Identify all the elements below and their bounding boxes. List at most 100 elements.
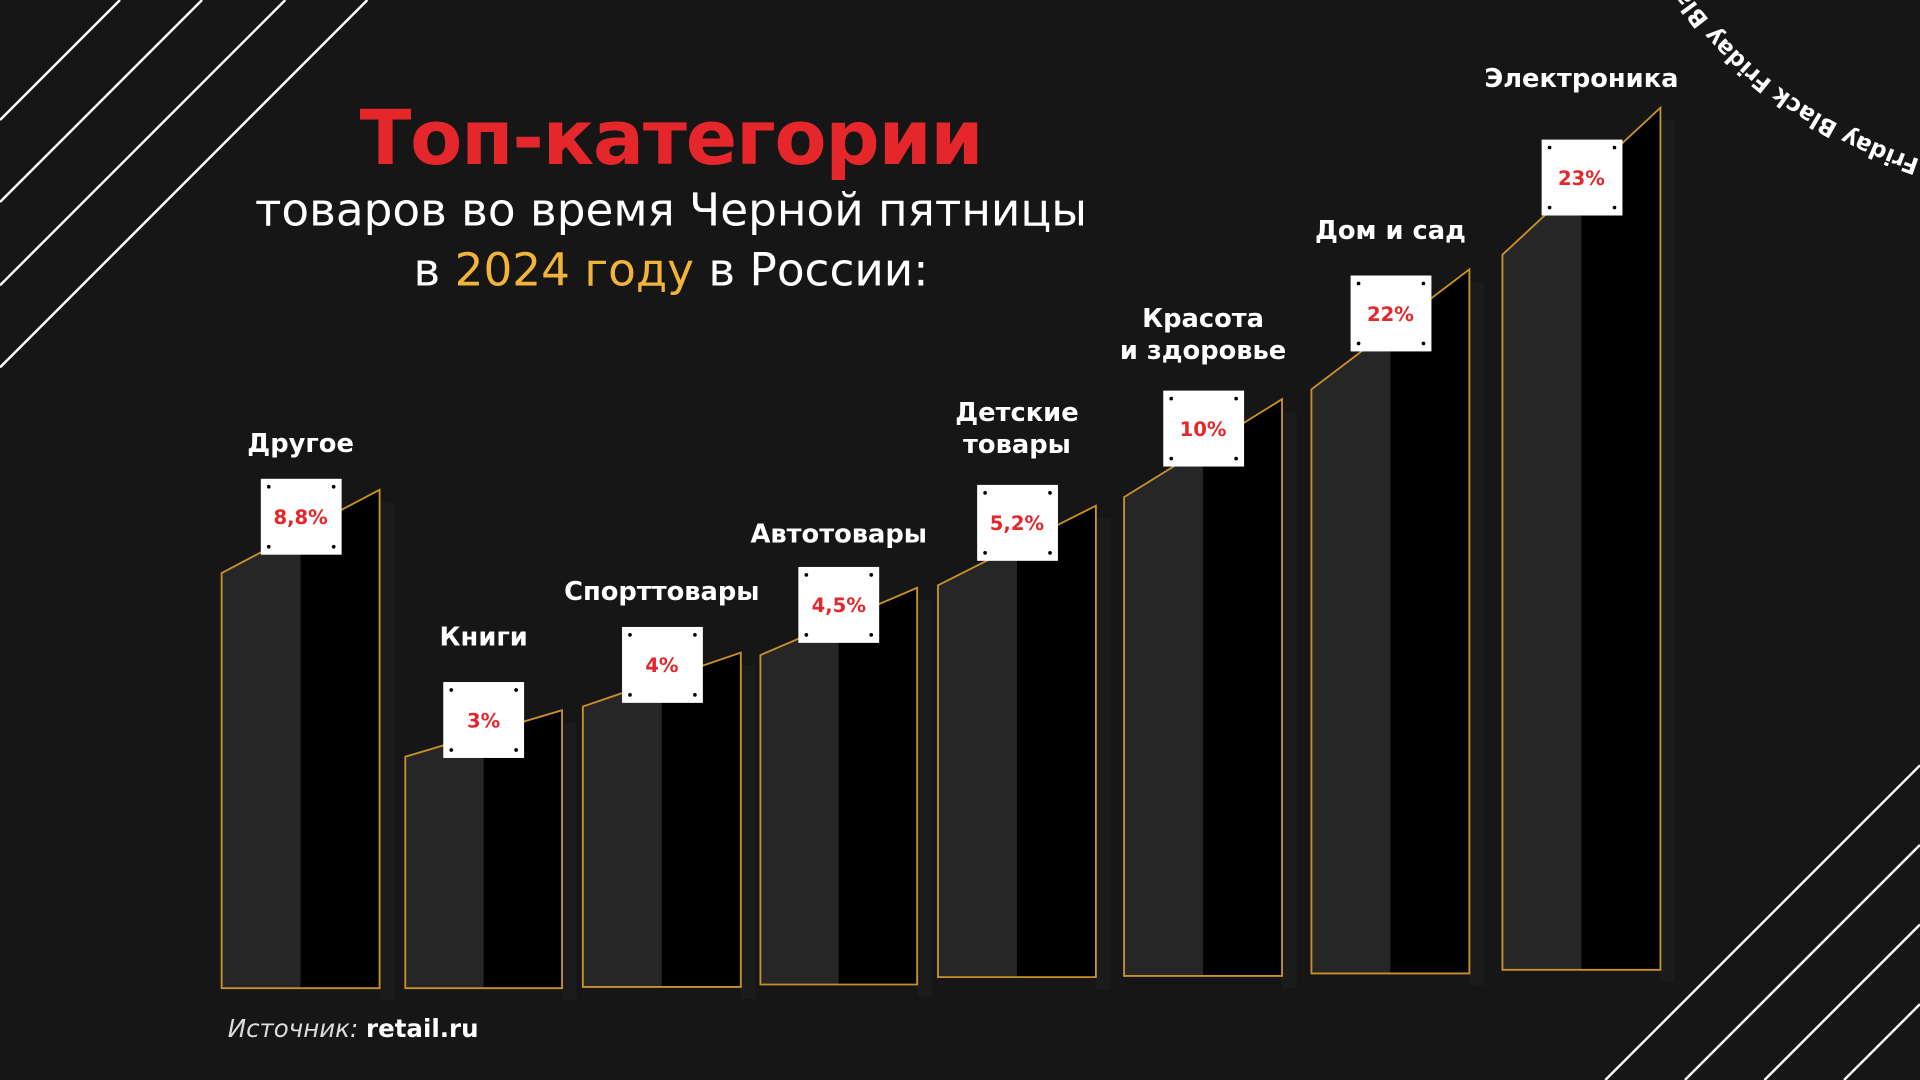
bar-outline xyxy=(220,488,381,990)
value-label-box: 8,8% xyxy=(260,478,342,555)
pin-dot xyxy=(1421,281,1425,286)
category-label: Дом и сад xyxy=(1256,214,1525,246)
category-label: Электроника xyxy=(1447,62,1716,94)
category-label-line: Спорттовары xyxy=(564,576,760,607)
bar-3 xyxy=(581,651,756,1000)
pin-dot xyxy=(1547,145,1551,150)
value-label: 5,2% xyxy=(989,511,1045,535)
pin-dot xyxy=(692,693,697,697)
value-label: 22% xyxy=(1366,301,1414,326)
value-label-box: 5,2% xyxy=(976,484,1058,561)
pin-dot xyxy=(982,491,987,495)
pin-dot xyxy=(514,748,518,752)
pin-dot xyxy=(331,544,335,549)
decor-line xyxy=(0,0,287,287)
bar-right-face xyxy=(300,489,380,989)
pin-dot xyxy=(1047,491,1052,495)
value-label-box: 4,5% xyxy=(798,566,880,643)
category-label: Красота и здоровье xyxy=(1068,302,1337,366)
decor-line xyxy=(1684,844,1920,1080)
category-label-line: товары xyxy=(963,429,1071,460)
value-label-box: 3% xyxy=(443,682,525,758)
pin-dot xyxy=(1356,341,1360,346)
value-label: 8,8% xyxy=(273,505,328,529)
bar-right-face xyxy=(1016,505,1096,978)
title-main: Топ-категории xyxy=(359,93,984,183)
pin-dot xyxy=(804,573,809,577)
value-label: 3% xyxy=(467,708,501,732)
bar-shadow xyxy=(1660,120,1676,983)
bar-right-face xyxy=(838,587,918,985)
bar-shadow xyxy=(740,664,756,1000)
pin-dot xyxy=(869,573,874,577)
decor-line xyxy=(0,0,203,203)
category-label-line: Дом и сад xyxy=(1314,215,1466,245)
bar-outline xyxy=(759,586,919,986)
pin-dot xyxy=(1612,145,1616,150)
pin-dot xyxy=(804,633,809,637)
category-label-line: Красота xyxy=(1142,303,1265,334)
source-link[interactable]: retail.ru xyxy=(366,1013,479,1044)
bar-shadow xyxy=(1095,517,1111,990)
decor-line xyxy=(1604,764,1920,1080)
value-label: 23% xyxy=(1557,165,1605,190)
category-label-line: Другое xyxy=(247,428,354,458)
category-label: Другое xyxy=(166,427,435,459)
bar-right-face xyxy=(1203,399,1283,976)
category-label-line: Детские xyxy=(955,397,1079,428)
bar-outline xyxy=(581,651,742,988)
bar-left-face xyxy=(1502,181,1582,970)
pin-dot xyxy=(514,688,518,692)
bar-outline xyxy=(937,504,1097,979)
pin-dot xyxy=(1421,341,1425,346)
category-label: Детские товары xyxy=(882,397,1151,461)
bar-shadow xyxy=(917,600,932,997)
category-label-line: и здоровье xyxy=(1119,335,1287,365)
pin-dot xyxy=(982,551,987,555)
bar-5 xyxy=(937,504,1111,990)
category-label: Книги xyxy=(349,621,618,653)
pin-dot xyxy=(1356,281,1360,286)
decor-line xyxy=(1843,1003,1920,1080)
title-prefix: в xyxy=(413,243,455,297)
title-subtitle: товаров во время Черной пятницы xyxy=(255,183,1088,237)
decor-line xyxy=(0,0,121,121)
bar-right-face xyxy=(1581,107,1661,970)
bar-outline xyxy=(404,708,563,990)
source-note: Источник: retail.ru xyxy=(228,1014,479,1043)
bar-2 xyxy=(404,708,577,1001)
bar-shadow xyxy=(1469,281,1485,986)
pin-dot xyxy=(449,748,454,752)
pin-dot xyxy=(449,688,454,692)
pin-dot xyxy=(266,544,271,549)
bar-6 xyxy=(1123,397,1297,989)
category-label-line: Автотовары xyxy=(750,519,928,549)
pin-dot xyxy=(1047,551,1052,555)
category-label-line: Электроника xyxy=(1484,63,1679,94)
value-label-box: 23% xyxy=(1541,139,1622,216)
source-label: Источник: xyxy=(227,1013,367,1044)
category-label: Спорттовары xyxy=(527,576,796,608)
pin-dot xyxy=(1168,456,1173,461)
decor-line xyxy=(1763,923,1920,1080)
pin-dot xyxy=(1612,205,1616,210)
bar-left-face xyxy=(221,531,301,989)
title-suffix: в России: xyxy=(693,243,929,297)
value-label-box: 4% xyxy=(621,626,703,703)
pin-dot xyxy=(627,693,632,697)
value-label: 4,5% xyxy=(811,593,866,617)
bar-left-face xyxy=(582,679,662,987)
value-label-box: 10% xyxy=(1162,390,1244,467)
bar-shadow xyxy=(1282,411,1297,989)
bar-outline xyxy=(1123,397,1283,977)
bar-right-face xyxy=(1390,269,1470,974)
category-label: Автотовары xyxy=(704,518,973,550)
pin-dot xyxy=(869,633,874,637)
title-subtitle-year: в 2024 году в России: xyxy=(0,244,1342,297)
bar-left-face xyxy=(760,621,839,985)
bar-7 xyxy=(1310,267,1485,986)
bar-shadow xyxy=(379,502,395,1001)
bar-outline xyxy=(1310,267,1471,975)
